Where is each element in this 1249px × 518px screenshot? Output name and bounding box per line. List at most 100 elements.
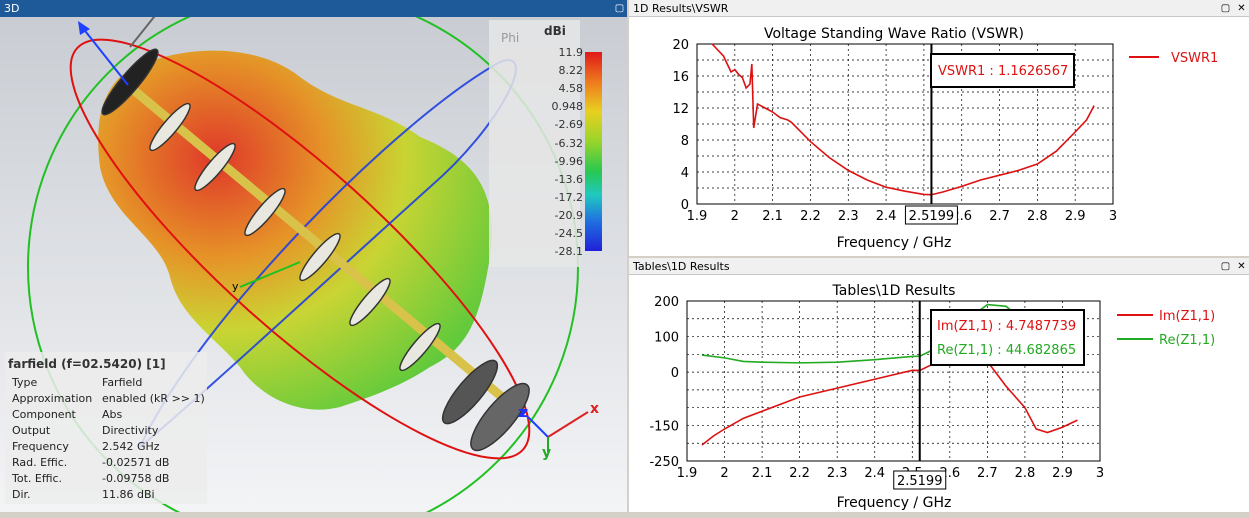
marker-box bbox=[930, 53, 1075, 88]
orientation-triad[interactable]: x z y bbox=[520, 401, 599, 461]
colorbar-tick-label: 0.948 bbox=[551, 100, 584, 114]
x-tick-label: 2.2 bbox=[800, 209, 821, 224]
maximize-icon[interactable]: ▢ bbox=[614, 3, 625, 14]
y-tick-label: 8 bbox=[681, 134, 689, 149]
farfield-3d-pane[interactable]: 3D ▢ bbox=[0, 0, 627, 512]
pane-title: 3D bbox=[4, 2, 20, 15]
y-tick-label: 16 bbox=[672, 70, 689, 85]
info-key: Frequency bbox=[12, 440, 69, 453]
y-tick-label: 0 bbox=[671, 366, 679, 381]
x-tick-label: 2.7 bbox=[989, 209, 1010, 224]
x-tick-label: 1.9 bbox=[687, 209, 708, 224]
y-tick-label: 100 bbox=[654, 331, 679, 346]
farfield-info-box: farfield (f=02.5420) [1] Type Farfield App… bbox=[5, 352, 207, 504]
info-row: Rad. Effic. -0.02571 dB bbox=[5, 455, 207, 471]
y-tick-label: -150 bbox=[649, 419, 679, 434]
x-tick-label: 2.3 bbox=[838, 209, 859, 224]
x-axis-label: Frequency / GHz bbox=[837, 235, 952, 251]
impedance-chart[interactable]: Tables\1D Results1.922.12.22.32.42.52.62… bbox=[629, 275, 1249, 512]
vswr-pane-title: 1D Results\VSWR bbox=[633, 2, 729, 15]
info-value: -0.02571 dB bbox=[102, 456, 170, 469]
y-tick-label: 12 bbox=[672, 102, 689, 117]
cursor-value-label: 2.5199 bbox=[897, 474, 943, 489]
x-tick-label: 2.3 bbox=[827, 466, 848, 481]
marker-label: VSWR1 : 1.1626567 bbox=[938, 64, 1068, 79]
x-tick-label: 2.9 bbox=[1052, 466, 1073, 481]
vswr-series-line bbox=[711, 43, 1095, 196]
x-tick-label: 2.7 bbox=[977, 466, 998, 481]
info-value: 11.86 dBi bbox=[102, 488, 155, 501]
cursor-value-label: 2.5199 bbox=[909, 209, 955, 224]
info-key: Output bbox=[12, 424, 51, 437]
impedance-pane-title: Tables\1D Results bbox=[633, 260, 730, 273]
colorbar-unit: dBi bbox=[544, 24, 566, 38]
info-value: enabled (kR >> 1) bbox=[102, 392, 205, 405]
x-tick-label: 2.4 bbox=[864, 466, 885, 481]
x-tick-label: 2.2 bbox=[789, 466, 810, 481]
info-row: Type Farfield bbox=[5, 375, 207, 391]
info-key: Type bbox=[12, 376, 38, 389]
triad-y-label: y bbox=[542, 445, 551, 461]
x-tick-label: 2 bbox=[731, 209, 739, 224]
z-axis-arrow bbox=[81, 26, 129, 86]
x-tick-label: 3 bbox=[1109, 209, 1117, 224]
x-tick-label: 2.9 bbox=[1065, 209, 1086, 224]
legend-label: VSWR1 bbox=[1171, 51, 1218, 66]
colorbar-tick-label: -6.32 bbox=[554, 136, 583, 150]
colorbar-panel: Phi dBi 11.9 8.22 4.58 0.948 -2.69 -6.32 -9.96… bbox=[489, 20, 602, 267]
colorbar-tick-label: -20.9 bbox=[554, 208, 583, 222]
info-row: Approximation enabled (kR >> 1) bbox=[5, 391, 207, 407]
colorbar-tick-label: 4.58 bbox=[558, 82, 584, 96]
info-value: -0.09758 dB bbox=[102, 472, 170, 485]
y-tick-label: -250 bbox=[649, 455, 679, 470]
info-title: farfield (f=02.5420) [1] bbox=[8, 357, 166, 371]
pane-title-bar[interactable]: 3D ▢ bbox=[0, 0, 627, 17]
chart-title: Voltage Standing Wave Ratio (VSWR) bbox=[764, 26, 1024, 42]
impedance-title-bar[interactable]: Tables\1D Results ▢ ✕ bbox=[629, 258, 1249, 275]
colorbar-tick-label: -17.2 bbox=[554, 190, 583, 204]
x-axis-label: Frequency / GHz bbox=[837, 495, 952, 511]
x-tick-label: 1.9 bbox=[677, 466, 698, 481]
vswr-pane[interactable]: 1D Results\VSWR ▢ ✕ Voltage Standing Wav… bbox=[629, 0, 1249, 256]
marker-box bbox=[930, 309, 1085, 366]
info-key: Component bbox=[12, 408, 76, 421]
colorbar-tick-label: -9.96 bbox=[554, 154, 583, 168]
colorbar-tick-label: 11.9 bbox=[558, 46, 584, 59]
colorbar-gradient bbox=[585, 52, 602, 251]
legend-label-re: Re(Z1,1) bbox=[1159, 333, 1215, 348]
y-tick-label: 0 bbox=[681, 198, 689, 213]
close-icon[interactable]: ✕ bbox=[1237, 261, 1246, 272]
triad-x-label: x bbox=[590, 401, 599, 417]
x-tick-label: 2.4 bbox=[876, 209, 897, 224]
cursor-value-box bbox=[904, 205, 958, 225]
x-tick-label: 2 bbox=[720, 466, 728, 481]
info-key: Rad. Effic. bbox=[12, 456, 68, 469]
colorbar-tick-label: -2.69 bbox=[554, 118, 583, 132]
colorbar-tick-label: 8.22 bbox=[558, 64, 584, 78]
x-axis-line bbox=[129, 17, 156, 48]
info-value: Directivity bbox=[102, 424, 159, 437]
info-value: Farfield bbox=[102, 376, 143, 389]
x-tick-label: 2.8 bbox=[1027, 209, 1048, 224]
impedance-pane[interactable]: Tables\1D Results ▢ ✕ Tables\1D Results 1… bbox=[629, 258, 1249, 512]
theta-circle bbox=[27, 17, 579, 512]
vswr-title-bar[interactable]: 1D Results\VSWR ▢ ✕ bbox=[629, 0, 1249, 17]
info-value: 2.542 GHz bbox=[102, 440, 160, 453]
info-key: Approximation bbox=[12, 392, 93, 405]
colorbar-tick-label: -24.5 bbox=[554, 227, 583, 240]
x-tick-label: 2.8 bbox=[1015, 466, 1036, 481]
phi-label: Phi bbox=[501, 31, 520, 45]
close-icon[interactable]: ✕ bbox=[1237, 3, 1246, 14]
z-axis-label: z bbox=[518, 405, 526, 421]
info-key: Tot. Effic. bbox=[12, 472, 63, 485]
colorbar-tick-label: -28.1 bbox=[554, 245, 583, 259]
maximize-icon[interactable]: ▢ bbox=[1220, 3, 1231, 14]
y-tick-label: 200 bbox=[654, 295, 679, 310]
info-key: Dir. bbox=[12, 488, 31, 501]
x-tick-label: 3 bbox=[1096, 466, 1104, 481]
colorbar-tick-label: -13.6 bbox=[554, 172, 583, 186]
maximize-icon[interactable]: ▢ bbox=[1220, 261, 1231, 272]
x-tick-label: 2.1 bbox=[752, 466, 773, 481]
vswr-chart[interactable]: Voltage Standing Wave Ratio (VSWR) 1.9 2 2.… bbox=[629, 17, 1249, 256]
im-series-line bbox=[701, 337, 1078, 446]
